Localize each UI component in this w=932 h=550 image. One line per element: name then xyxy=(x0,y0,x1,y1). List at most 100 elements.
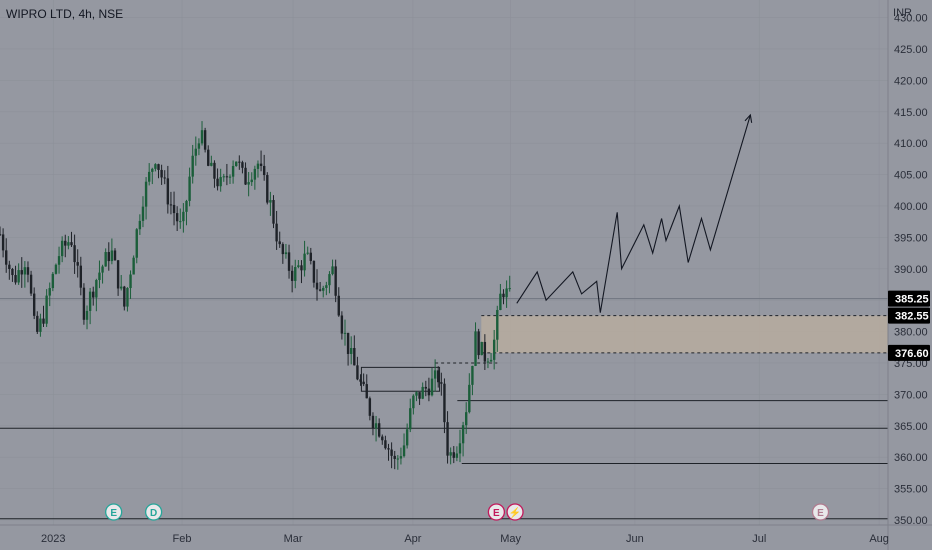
candle-body[interactable] xyxy=(455,453,459,458)
candle-body[interactable] xyxy=(300,265,303,271)
candle-body[interactable] xyxy=(496,309,499,340)
candle-body[interactable] xyxy=(359,379,362,382)
candle-body[interactable] xyxy=(381,436,384,441)
candle-body[interactable] xyxy=(294,267,297,281)
candle-body[interactable] xyxy=(303,253,306,271)
candle-body[interactable] xyxy=(480,341,483,356)
candle-body[interactable] xyxy=(446,422,449,456)
candle-body[interactable] xyxy=(85,310,89,320)
candle-body[interactable] xyxy=(483,341,487,362)
candle-body[interactable] xyxy=(147,171,151,182)
candle-body[interactable] xyxy=(262,165,266,176)
candle-body[interactable] xyxy=(340,315,344,334)
candle-body[interactable] xyxy=(452,452,455,458)
candle-body[interactable] xyxy=(486,361,490,363)
candle-body[interactable] xyxy=(430,378,434,396)
candle-body[interactable] xyxy=(219,177,222,187)
dividend-marker[interactable] xyxy=(144,503,163,521)
candle-body[interactable] xyxy=(76,262,79,266)
candle-body[interactable] xyxy=(126,288,129,307)
candle-body[interactable] xyxy=(42,318,45,324)
candle-body[interactable] xyxy=(272,200,275,224)
candle-body[interactable] xyxy=(449,452,452,456)
candle-body[interactable] xyxy=(474,331,477,366)
candle-body[interactable] xyxy=(505,288,508,298)
candle-body[interactable] xyxy=(325,285,328,288)
candle-body[interactable] xyxy=(57,256,61,265)
candle-body[interactable] xyxy=(315,282,319,290)
candle-body[interactable] xyxy=(365,384,368,399)
candle-body[interactable] xyxy=(39,318,42,332)
candle-body[interactable] xyxy=(123,286,126,307)
candle-body[interactable] xyxy=(259,163,263,166)
candle-body[interactable] xyxy=(440,382,443,384)
candle-body[interactable] xyxy=(151,168,154,172)
candle-body[interactable] xyxy=(346,332,350,354)
candle-body[interactable] xyxy=(353,348,356,366)
candle-body[interactable] xyxy=(222,176,225,178)
candle-body[interactable] xyxy=(182,211,185,222)
candle-body[interactable] xyxy=(129,274,132,289)
candle-body[interactable] xyxy=(362,381,365,385)
candle-body[interactable] xyxy=(135,229,138,258)
candle-body[interactable] xyxy=(23,267,27,275)
candle-body[interactable] xyxy=(203,130,207,150)
candle-body[interactable] xyxy=(331,266,334,275)
candle-body[interactable] xyxy=(465,412,468,426)
candle-body[interactable] xyxy=(508,288,511,290)
candle-body[interactable] xyxy=(306,252,309,254)
candle-body[interactable] xyxy=(334,266,337,296)
candle-body[interactable] xyxy=(172,204,176,214)
candle-body[interactable] xyxy=(92,291,95,298)
candle-body[interactable] xyxy=(253,168,257,180)
candle-body[interactable] xyxy=(337,295,340,316)
split-marker[interactable] xyxy=(506,503,524,521)
candle-body[interactable] xyxy=(107,252,110,262)
candle-body[interactable] xyxy=(67,242,70,246)
projection-path[interactable] xyxy=(516,114,751,313)
candle-body[interactable] xyxy=(104,252,107,267)
earnings-marker[interactable] xyxy=(487,503,506,521)
candle-body[interactable] xyxy=(82,287,86,320)
candle-body[interactable] xyxy=(256,163,260,169)
candle-body[interactable] xyxy=(169,204,173,206)
candle-body[interactable] xyxy=(213,162,216,179)
candle-body[interactable] xyxy=(275,223,278,242)
candle-body[interactable] xyxy=(492,339,496,360)
candle-body[interactable] xyxy=(238,161,241,163)
candle-body[interactable] xyxy=(144,181,148,207)
candle-body[interactable] xyxy=(278,241,281,245)
candle-body[interactable] xyxy=(241,162,244,168)
candle-body[interactable] xyxy=(11,269,14,276)
candle-body[interactable] xyxy=(79,265,83,288)
candle-body[interactable] xyxy=(48,288,51,296)
candle-body[interactable] xyxy=(36,315,39,332)
candle-body[interactable] xyxy=(499,293,502,310)
candle-body[interactable] xyxy=(409,408,412,430)
candle-body[interactable] xyxy=(113,250,117,261)
candle-body[interactable] xyxy=(287,252,291,271)
candle-body[interactable] xyxy=(477,331,480,356)
candle-body[interactable] xyxy=(418,392,421,399)
candle-body[interactable] xyxy=(269,200,272,203)
candle-body[interactable] xyxy=(17,270,20,283)
candle-body[interactable] xyxy=(191,155,194,177)
candle-body[interactable] xyxy=(312,260,316,283)
candle-body[interactable] xyxy=(281,244,285,255)
candle-body[interactable] xyxy=(384,440,387,449)
candle-body[interactable] xyxy=(157,164,160,170)
candle-body[interactable] xyxy=(461,425,465,444)
candle-body[interactable] xyxy=(328,274,331,286)
candle-body[interactable] xyxy=(402,445,406,457)
candle-body[interactable] xyxy=(225,176,229,178)
candle-body[interactable] xyxy=(433,370,437,379)
candle-body[interactable] xyxy=(194,148,198,156)
candle-body[interactable] xyxy=(290,270,294,281)
candle-body[interactable] xyxy=(427,388,431,396)
candle-body[interactable] xyxy=(489,359,493,362)
candle-body[interactable] xyxy=(185,200,188,212)
candle-body[interactable] xyxy=(5,250,8,265)
candle-body[interactable] xyxy=(207,149,210,166)
candle-body[interactable] xyxy=(297,265,300,268)
candle-body[interactable] xyxy=(73,245,76,263)
